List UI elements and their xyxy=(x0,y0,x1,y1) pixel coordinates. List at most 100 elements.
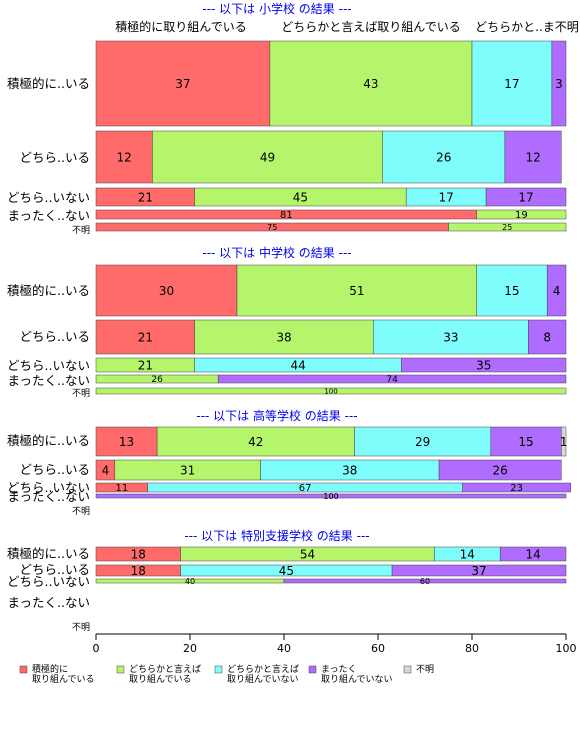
bar-segment xyxy=(561,426,567,457)
panel-title: --- 以下は 小学校 の結果 --- xyxy=(202,1,351,16)
data-label: 40 xyxy=(185,577,195,586)
bar-segment xyxy=(283,578,567,584)
legend-swatch xyxy=(116,665,125,674)
data-label: 38 xyxy=(276,330,291,344)
bar-segment xyxy=(95,426,158,457)
bar-segment xyxy=(490,426,562,457)
data-label: 37 xyxy=(175,77,190,91)
data-label: 11 xyxy=(115,483,128,494)
x-tick-label: 60 xyxy=(371,642,385,655)
data-label: 51 xyxy=(349,284,364,298)
bar-segment xyxy=(476,264,548,317)
row-label: どちら..いる xyxy=(20,329,90,344)
row-label: 積極的に..いる xyxy=(7,433,90,448)
data-label: 37 xyxy=(471,564,486,578)
data-label: 75 xyxy=(267,223,277,232)
row-label: 積極的に..いる xyxy=(7,283,90,298)
legend-label: まったく xyxy=(321,664,357,675)
legend-label: 取り組んでいない xyxy=(321,673,393,685)
top-category-label: どちらかと言えば取り組んでいる xyxy=(281,20,460,34)
bar-segment xyxy=(194,319,374,355)
bar-segment xyxy=(95,387,567,395)
data-label: 8 xyxy=(543,330,551,344)
bar-segment xyxy=(504,130,562,184)
row-label: まったく..ない xyxy=(8,489,90,504)
data-label: 26 xyxy=(436,150,451,164)
row-label: どちら..いない xyxy=(7,480,90,495)
data-label: 17 xyxy=(504,77,519,91)
data-label: 15 xyxy=(518,435,533,449)
bar-segment xyxy=(354,426,492,457)
row-label: 不明 xyxy=(72,506,90,517)
bar-segment xyxy=(152,130,383,184)
data-label: 3 xyxy=(555,77,563,91)
row-label: どちら..いる xyxy=(20,462,90,477)
bar-segment xyxy=(551,40,567,127)
row-label: どちら..いない xyxy=(7,358,90,373)
row-label: 積極的に..いる xyxy=(7,76,90,91)
bar-segment xyxy=(95,319,195,355)
data-label: 21 xyxy=(138,358,153,372)
panel-title: --- 以下は 中学校 の結果 --- xyxy=(202,245,351,260)
data-label: 54 xyxy=(300,547,315,561)
row-label: どちら..いる xyxy=(20,562,90,577)
data-label: 100 xyxy=(323,492,338,501)
legend-swatch xyxy=(403,665,412,674)
bar-segment xyxy=(95,493,567,499)
bar-segment xyxy=(269,40,473,127)
row-label: 不明 xyxy=(72,225,90,236)
data-label: 29 xyxy=(415,435,430,449)
data-label: 26 xyxy=(151,375,163,385)
data-label: 18 xyxy=(131,564,146,578)
data-label: 25 xyxy=(502,223,512,232)
bar-segment xyxy=(485,187,567,207)
data-label: 17 xyxy=(439,190,454,204)
data-label: 31 xyxy=(180,463,195,477)
data-label: 45 xyxy=(293,190,308,204)
data-label: 45 xyxy=(279,564,294,578)
data-label: 21 xyxy=(138,190,153,204)
bar-segment xyxy=(95,40,271,127)
row-label: どちら..いない xyxy=(7,574,90,589)
data-label: 18 xyxy=(131,547,146,561)
legend-label: 積極的に xyxy=(32,663,68,675)
bar-segment xyxy=(217,374,567,384)
legend-swatch xyxy=(214,665,223,674)
data-label: 17 xyxy=(518,190,533,204)
legend-label: 取り組んでいる xyxy=(32,673,95,685)
data-label: 4 xyxy=(553,284,561,298)
top-category-label: どちらかと..ま不明 xyxy=(475,20,579,34)
legend-label: 取り組んでいる xyxy=(129,673,192,685)
legend-swatch xyxy=(308,665,317,674)
data-label: 44 xyxy=(290,358,305,372)
legend-label: どちらかと言えば xyxy=(129,663,201,675)
data-label: 26 xyxy=(493,463,508,477)
data-label: 49 xyxy=(260,150,275,164)
bar-segment xyxy=(476,209,567,220)
legend-label: 取り組んでいない xyxy=(227,673,299,685)
panel-title: --- 以下は 特別支援学校 の結果 --- xyxy=(184,528,369,543)
bar-segment xyxy=(401,357,567,373)
data-label: 13 xyxy=(119,435,134,449)
data-label: 30 xyxy=(159,284,174,298)
data-label: 42 xyxy=(248,435,263,449)
data-label: 12 xyxy=(117,150,132,164)
x-tick-label: 80 xyxy=(465,642,479,655)
data-label: 35 xyxy=(476,358,491,372)
row-label: まったく..ない xyxy=(8,595,90,610)
data-label: 60 xyxy=(420,577,430,586)
data-label: 21 xyxy=(138,330,153,344)
row-label: どちら..いない xyxy=(7,190,90,205)
x-tick-label: 0 xyxy=(93,642,100,655)
row-label: 不明 xyxy=(72,622,90,633)
data-label: 38 xyxy=(342,463,357,477)
bar-segment xyxy=(391,564,567,577)
bar-segment xyxy=(546,264,567,317)
bar-segment xyxy=(95,130,153,184)
x-tick-label: 20 xyxy=(183,642,197,655)
data-label: 4 xyxy=(102,463,110,477)
row-label: まったく..ない xyxy=(8,208,90,223)
bar-segment xyxy=(462,482,571,493)
bar-segment xyxy=(236,264,477,317)
